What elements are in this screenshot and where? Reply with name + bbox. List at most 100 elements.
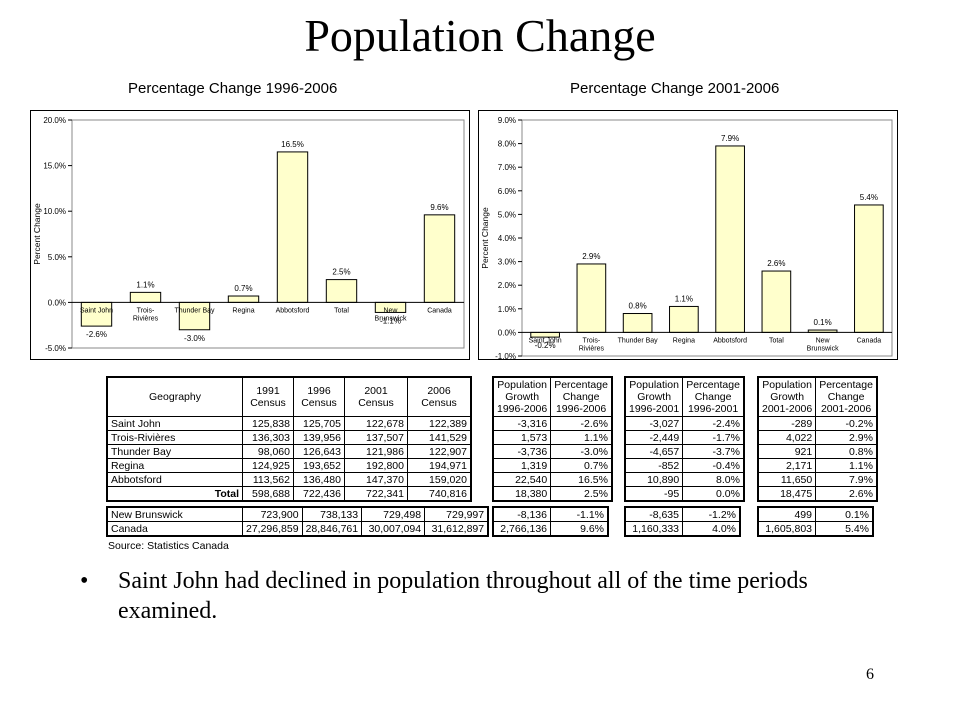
table-row: 499 0.1% — [757, 506, 874, 522]
table-cell: -1.1% — [550, 506, 609, 522]
data-label: -3.0% — [184, 334, 205, 343]
table-cell: -2.6% — [550, 416, 613, 431]
category-label: New — [816, 337, 831, 344]
category-label: Total — [334, 307, 349, 314]
table-row: 1,573 1.1% — [492, 430, 613, 445]
table-cell: -8,136 — [492, 506, 551, 522]
chart-2: 9.0% 8.0% 7.0% 6.0% 5.0% 4.0% 3.0% 2.0% 1.0% 0.0%… — [478, 110, 898, 361]
table-cell: 2.5% — [550, 486, 613, 502]
table-cell: 27,296,859 — [242, 521, 303, 537]
table-cell: 113,562 — [242, 472, 294, 487]
y-tick-label: 8.0% — [498, 140, 516, 149]
table-cell: 0.8% — [815, 444, 878, 459]
table-cell: 921 — [757, 444, 817, 459]
table-cell: 16.5% — [550, 472, 613, 487]
table-cell: -95 — [624, 486, 684, 502]
bullet-text: Saint John had declined in population th… — [118, 568, 808, 624]
category-label: Trois- — [583, 337, 601, 344]
table-cell: 10,890 — [624, 472, 684, 487]
table-row: -2,449 -1.7% — [624, 430, 745, 445]
bullet-dot-icon: • — [80, 568, 89, 594]
bar — [227, 295, 260, 303]
table-cell: 0.0% — [682, 486, 745, 502]
bar — [276, 151, 309, 303]
census-table-2-wrap: New Brunswick 723,900 738,133 729,498 729,99… — [106, 506, 490, 537]
table-cell: 8.0% — [682, 472, 745, 487]
table-cell: -4,657 — [624, 444, 684, 459]
table-cell: 11,650 — [757, 472, 817, 487]
category-label: Abbotsford — [276, 307, 310, 314]
table-cell: 1,160,333 — [624, 521, 683, 537]
column-header: 2001 Census — [344, 376, 408, 417]
column-header: Population Growth 1996-2001 — [624, 376, 684, 417]
y-tick-label: 1.0% — [498, 305, 516, 314]
table-cell: 598,688 — [242, 486, 294, 502]
table-row: -3,027 -2.4% — [624, 416, 745, 431]
row-label: Thunder Bay — [106, 444, 243, 459]
table-row: 22,540 16.5% — [492, 472, 613, 487]
y-tick-label: 5.0% — [48, 253, 66, 262]
growth-table-1996-2001: Population Growth 1996-2001 Percentage Chang… — [624, 376, 745, 502]
growth-table-1-extra-wrap: -8,136 -1.1% 2,766,136 9.6% — [492, 506, 609, 537]
y-tick-label: 9.0% — [498, 116, 516, 125]
growth-table-3-extra-wrap: 499 0.1% 1,605,803 5.4% — [757, 506, 874, 537]
category-label: Abbotsford — [713, 337, 747, 344]
table-row: -8,136 -1.1% — [492, 506, 609, 522]
table-cell: 125,705 — [293, 416, 345, 431]
table-cell: 193,652 — [293, 458, 345, 473]
bar — [129, 291, 162, 303]
y-tick-label: 20.0% — [43, 116, 66, 125]
table-row: 18,475 2.6% — [757, 486, 878, 502]
y-tick-label: 3.0% — [498, 258, 516, 267]
table-row: 10,890 8.0% — [624, 472, 745, 487]
y-tick-label: 4.0% — [498, 234, 516, 243]
column-header: 1991 Census — [242, 376, 294, 417]
growth-table-2-wrap: Population Growth 1996-2001 Percentage Chang… — [624, 376, 745, 502]
table-cell: -289 — [757, 416, 817, 431]
growth-table-1996-2006-provincial: -8,136 -1.1% 2,766,136 9.6% — [492, 506, 609, 537]
chart-1: 20.0% 15.0% 10.0% 5.0% 0.0% -5.0% Percent Chan… — [30, 110, 470, 360]
table-cell: 1.1% — [815, 458, 878, 473]
category-label: Thunder Bay — [174, 307, 215, 314]
table-cell: 2,171 — [757, 458, 817, 473]
data-label: 0.1% — [814, 318, 832, 327]
table-cell: 723,900 — [242, 506, 303, 522]
table-header-row: Population Growth 1996-2001 Percentage Chang… — [624, 376, 745, 417]
table-row: Canada 27,296,859 28,846,761 30,007,094 31,6… — [106, 521, 489, 537]
data-label: 7.9% — [721, 134, 739, 143]
chart-2-title: Percentage Change 2001-2006 — [570, 80, 780, 97]
data-label: 9.6% — [430, 203, 448, 212]
column-header: 2006 Census — [407, 376, 472, 417]
table-cell: 2.9% — [815, 430, 878, 445]
y-tick-label: 0.0% — [498, 328, 516, 337]
chart-frame — [478, 110, 898, 360]
table-cell: 30,007,094 — [361, 521, 426, 537]
data-label: 0.7% — [234, 284, 252, 293]
table-header-row: Geography 1991 Census 1996 Census 2001 Census 2… — [106, 376, 472, 417]
table-cell: 722,436 — [293, 486, 345, 502]
table-cell: 124,925 — [242, 458, 294, 473]
category-label: Regina — [673, 337, 695, 344]
table-row: 2,766,136 9.6% — [492, 521, 609, 537]
table-cell: 740,816 — [407, 486, 472, 502]
table-cell: 126,643 — [293, 444, 345, 459]
table-cell: -2.4% — [682, 416, 745, 431]
y-tick-label: 2.0% — [498, 281, 516, 290]
table-cell: 192,800 — [344, 458, 408, 473]
row-label: New Brunswick — [106, 506, 243, 522]
table-cell: 729,498 — [361, 506, 426, 522]
table-cell: 2.6% — [815, 486, 878, 502]
data-label: 2.9% — [582, 252, 600, 261]
y-tick-label: 7.0% — [498, 163, 516, 172]
table-cell: 122,907 — [407, 444, 472, 459]
table-cell: 0.7% — [550, 458, 613, 473]
table-cell: -3.0% — [550, 444, 613, 459]
table-cell: 141,529 — [407, 430, 472, 445]
row-label: Trois-Rivières — [106, 430, 243, 445]
y-tick-label: 6.0% — [498, 187, 516, 196]
data-label: 2.5% — [332, 268, 350, 277]
y-tick-label: 15.0% — [43, 162, 66, 171]
category-label: Saint John — [529, 337, 562, 344]
growth-table-2001-2006: Population Growth 2001-2006 Percentage Chang… — [757, 376, 878, 502]
table-row: Total 598,688 722,436 722,341 740,816 — [106, 486, 472, 502]
